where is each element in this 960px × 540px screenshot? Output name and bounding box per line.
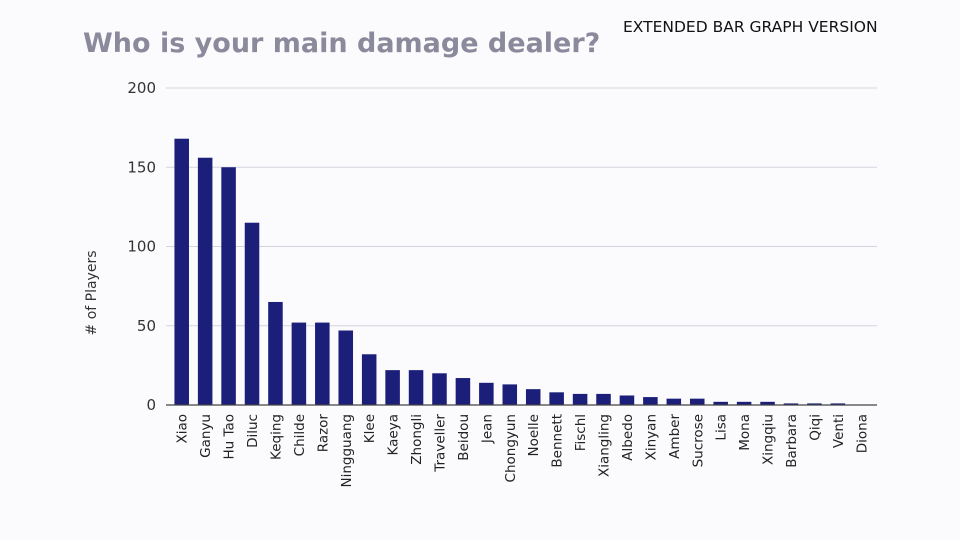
bar-chongyun <box>502 384 518 405</box>
x-category-label: Albedo <box>620 414 636 461</box>
y-tick-label: 150 <box>127 158 156 176</box>
bar-razor <box>315 322 330 405</box>
x-category-label: Venti <box>831 414 847 448</box>
bar-keqing <box>268 301 283 405</box>
x-axis-categories: Xiao Ganyu Hu Tao Diluc Keqing Childe Razor Nin… <box>175 414 871 488</box>
y-tick-label: 50 <box>137 317 156 335</box>
x-category-label: Lisa <box>714 414 730 441</box>
bar-albedo <box>619 395 635 405</box>
x-category-label: Beidou <box>456 414 472 461</box>
bar-mona <box>736 401 752 405</box>
bar-hu-tao <box>221 167 236 405</box>
x-category-label: Diluc <box>245 414 261 448</box>
bar-kaeya <box>385 370 400 405</box>
y-axis-ticks: 0 50 100 150 200 <box>127 79 156 414</box>
y-tick-label: 0 <box>146 396 156 414</box>
bar-fischl <box>572 393 588 405</box>
x-category-label: Traveller <box>432 414 448 473</box>
x-category-label: Barbara <box>784 414 800 468</box>
x-category-label: Kaeya <box>386 414 402 455</box>
bar-diluc <box>244 222 260 405</box>
bar-venti <box>830 403 846 405</box>
x-category-label: Diona <box>854 414 870 453</box>
x-category-label: Mona <box>737 414 753 451</box>
bar-zhongli <box>408 370 424 405</box>
chart-title: Who is your main damage dealer? <box>83 28 601 59</box>
x-category-label: Xiangling <box>597 414 613 477</box>
bars <box>174 138 846 405</box>
bar-amber <box>666 398 682 405</box>
x-category-label: Fischl <box>573 414 589 451</box>
x-category-label: Noelle <box>526 414 542 456</box>
bar-bennett <box>549 392 564 405</box>
y-tick-label: 200 <box>127 79 156 97</box>
bar-lisa <box>713 401 728 405</box>
bar-xiangling <box>596 393 611 405</box>
gridlines <box>166 87 877 327</box>
bar-qiqi <box>807 403 822 405</box>
x-category-label: Xinyan <box>643 414 659 460</box>
x-category-label: Zhongli <box>409 414 425 465</box>
bar-sucrose <box>689 398 705 405</box>
x-category-label: Childe <box>292 414 308 456</box>
x-category-label: Bennett <box>550 414 566 468</box>
x-category-label: Sucrose <box>690 414 706 467</box>
bar-ganyu <box>197 157 213 405</box>
bar-traveller <box>432 373 447 405</box>
x-category-label: Xiao <box>175 414 191 444</box>
bar-klee <box>361 354 377 405</box>
x-category-label: Klee <box>362 414 378 443</box>
bar-xiao <box>174 138 189 405</box>
bar-xinyan <box>643 397 658 405</box>
bar-ningguang <box>338 330 354 405</box>
x-category-label: Jean <box>479 414 495 444</box>
x-category-label: Ganyu <box>198 414 214 458</box>
bar-barbara <box>783 403 799 405</box>
bar-noelle <box>525 389 541 405</box>
x-category-label: Hu Tao <box>222 414 238 460</box>
x-category-label: Chongyun <box>503 414 519 482</box>
bar-jean <box>479 382 494 405</box>
x-category-label: Razor <box>315 414 331 453</box>
bar-childe <box>291 322 307 405</box>
bar-xingqiu <box>760 401 775 405</box>
version-tag: EXTENDED BAR GRAPH VERSION <box>623 18 878 36</box>
x-category-label: Qiqi <box>807 414 823 441</box>
x-category-label: Amber <box>667 414 683 459</box>
x-category-label: Ningguang <box>339 414 355 488</box>
x-category-label: Xingqiu <box>761 414 777 465</box>
bar-beidou <box>455 378 471 405</box>
x-category-label: Keqing <box>268 414 284 460</box>
y-axis-label: # of Players <box>84 251 100 336</box>
y-tick-label: 100 <box>127 238 156 256</box>
